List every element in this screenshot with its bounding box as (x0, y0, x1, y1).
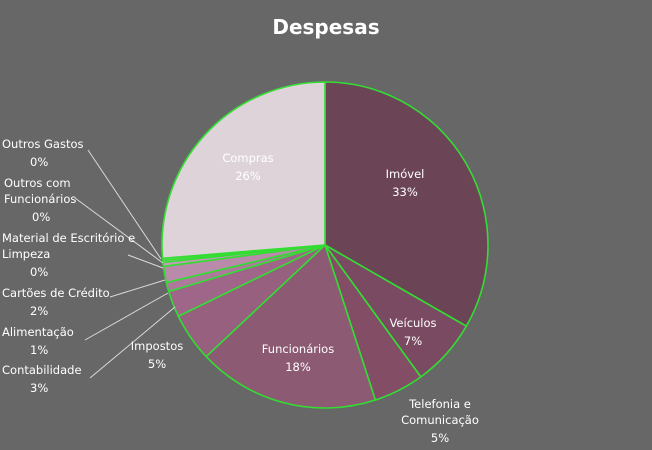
leader-lines (74, 149, 176, 379)
slice-name-alimentacao: Alimentação (2, 325, 74, 339)
slice-label-funcionarios: Funcionários 18% (262, 342, 334, 374)
pie-slice-funcionarios (205, 244, 377, 409)
slice-label-compras: Compras 26% (222, 151, 273, 183)
slice-percent-compras: 26% (235, 169, 261, 183)
slice-label-impostos: Impostos 5% (131, 339, 183, 371)
slice-percent-impostos: 5% (148, 357, 166, 371)
slice-label-cartoes-de-credito: Cartões de Crédito 2% (2, 286, 110, 318)
slice-name-telefonia-e-comunicacao-line-2: Comunicação (401, 413, 479, 427)
slice-name-outros-gastos: Outros Gastos (2, 137, 84, 151)
pie-slices (161, 81, 489, 409)
slice-name-compras: Compras (222, 151, 273, 165)
slice-label-telefonia-e-comunicacao: Telefonia e Comunicação 5% (401, 397, 479, 445)
slice-percent-telefonia-e-comunicacao: 5% (431, 431, 449, 445)
leader-line-material-de-escritorio-e-limpeza (127, 254, 164, 269)
slice-percent-veiculos: 7% (404, 334, 422, 348)
leader-line-contabilidade (89, 306, 176, 379)
leader-line-outros-gastos (87, 149, 162, 260)
slice-name-veiculos: Veículos (389, 316, 436, 330)
slice-percent-funcionarios: 18% (285, 360, 311, 374)
slice-name-outros-com-funcionarios-line-2: Funcionários (4, 192, 76, 206)
slice-label-outros-com-funcionarios: Outros com Funcionários 0% (4, 176, 76, 224)
slice-name-impostos: Impostos (131, 339, 183, 353)
slice-percent-contabilidade: 3% (30, 381, 48, 395)
slice-name-contabilidade: Contabilidade (2, 363, 82, 377)
slice-percent-cartoes-de-credito: 2% (30, 304, 48, 318)
chart-title: Despesas (272, 15, 379, 39)
slice-name-telefonia-e-comunicacao-line-1: Telefonia e (408, 397, 471, 411)
slice-name-outros-com-funcionarios-line-1: Outros com (4, 176, 71, 190)
slice-name-funcionarios: Funcionários (262, 342, 334, 356)
leader-line-alimentacao (84, 292, 169, 341)
pie-slice-compras (161, 81, 326, 260)
slice-name-imovel: Imóvel (386, 167, 425, 181)
leader-line-outros-com-funcionarios (74, 197, 164, 264)
slice-percent-outros-com-funcionarios: 0% (32, 210, 50, 224)
slice-percent-material-de-escritorio-e-limpeza: 0% (30, 265, 48, 279)
slice-label-material-de-escritorio-e-limpeza: Material de Escritório e Limpeza 0% (2, 231, 135, 279)
slice-label-veiculos: Veículos 7% (389, 316, 436, 348)
slice-label-imovel: Imóvel 33% (386, 167, 425, 199)
pie-slice-imovel (324, 81, 489, 327)
slice-label-alimentacao: Alimentação 1% (2, 325, 74, 357)
slice-label-outros-gastos: Outros Gastos 0% (2, 137, 84, 169)
slice-labels: Imóvel 33% Veículos 7% Telefonia e Comunicaçã… (2, 137, 479, 445)
slice-label-contabilidade: Contabilidade 3% (2, 363, 82, 395)
slice-percent-alimentacao: 1% (30, 343, 48, 357)
slice-percent-outros-gastos: 0% (30, 155, 48, 169)
leader-line-cartoes-de-credito (109, 279, 166, 298)
slice-name-cartoes-de-credito: Cartões de Crédito (2, 286, 110, 300)
slice-percent-imovel: 33% (392, 185, 418, 199)
slice-name-material-de-escritorio-e-limpeza-line-2: Limpeza (2, 247, 50, 261)
slice-name-material-de-escritorio-e-limpeza-line-1: Material de Escritório e (2, 231, 135, 245)
